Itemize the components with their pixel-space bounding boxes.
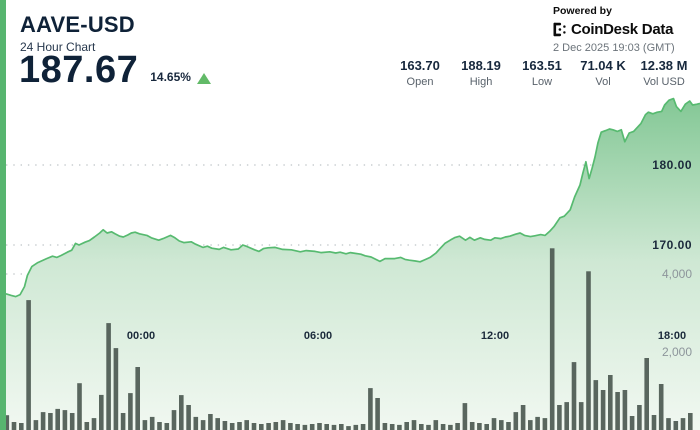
volume-axis-label-4000: 4,000: [661, 267, 692, 281]
left-accent-bar: [0, 0, 6, 430]
volume-axis-label-2000: 2,000: [661, 345, 692, 359]
time-label-0600: 06:00: [303, 330, 333, 342]
stat-high: 188.19 High: [455, 58, 507, 88]
stat-high-value: 188.19: [461, 58, 501, 73]
time-label-1200: 12:00: [480, 330, 510, 342]
stats-row: 163.70 Open 188.19 High 163.51 Low 71.04…: [394, 58, 690, 88]
stat-open-value: 163.70: [400, 58, 440, 73]
coindesk-icon: [553, 22, 568, 37]
brand-name-data: Data: [641, 21, 674, 38]
price-line: [5, 97, 700, 298]
powered-by-label: Powered by: [553, 5, 612, 17]
stat-vol: 71.04 K Vol: [577, 58, 629, 88]
volume-bars: [4, 248, 693, 430]
timestamp: 2 Dec 2025 19:03 (GMT): [553, 42, 675, 54]
stat-high-label: High: [469, 76, 493, 88]
stat-low-value: 163.51: [522, 58, 562, 73]
stat-vol-value: 71.04 K: [580, 58, 626, 73]
time-label-1800: 18:00: [657, 330, 687, 342]
up-arrow-icon: [196, 73, 211, 84]
time-label-0000: 00:00: [126, 330, 156, 342]
stat-open-label: Open: [406, 76, 434, 88]
stat-vol-label: Vol: [595, 76, 611, 88]
stat-vol-usd-label: Vol USD: [643, 76, 685, 88]
change-percent: 14.65%: [150, 70, 191, 84]
price-axis-label-170: 170.00: [652, 238, 692, 252]
coindesk-logo[interactable]: CoinDesk Data: [553, 21, 685, 38]
stat-low: 163.51 Low: [516, 58, 568, 88]
chart-subtitle: 24 Hour Chart: [20, 40, 96, 54]
price-axis-label-180: 180.00: [652, 158, 692, 172]
price-area-fill: [5, 98, 700, 430]
stat-vol-usd: 12.38 M Vol USD: [638, 58, 690, 88]
stat-low-label: Low: [531, 76, 553, 88]
current-price: 187.67: [19, 49, 139, 91]
branding-block: Powered by CoinDesk Data 2 Dec 2025 19:0…: [553, 5, 685, 54]
symbol-title: AAVE-USD: [20, 12, 135, 37]
brand-name-coindesk: CoinDesk: [571, 21, 638, 38]
stat-open: 163.70 Open: [394, 58, 446, 88]
stat-vol-usd-value: 12.38 M: [640, 58, 688, 73]
